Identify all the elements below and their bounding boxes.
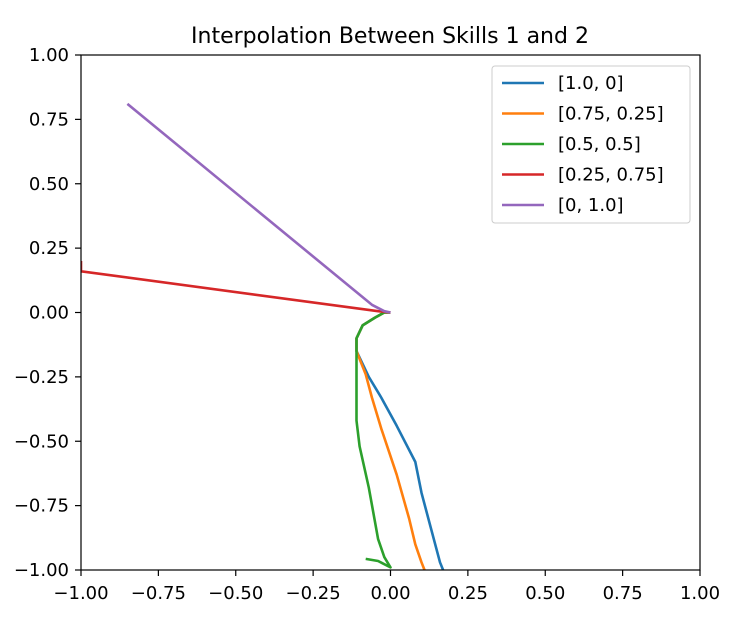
series-line-4 bbox=[126, 102, 391, 314]
legend-label: [0.5, 0.5] bbox=[558, 134, 641, 155]
y-tick-label: −1.00 bbox=[14, 560, 69, 581]
x-tick-label: 0.25 bbox=[448, 583, 488, 604]
y-tick-label: 0.75 bbox=[29, 109, 69, 130]
y-tick-label: 0.00 bbox=[29, 303, 69, 324]
legend-label: [0.75, 0.25] bbox=[558, 104, 664, 125]
chart-title: Interpolation Between Skills 1 and 2 bbox=[191, 24, 589, 49]
series-lines bbox=[81, 102, 445, 570]
x-axis: −1.00 −0.75 −0.50 −0.25 0.00 0.25 0.50 0.75 1.00 bbox=[53, 570, 720, 604]
series-line-0 bbox=[355, 311, 445, 570]
x-tick-label: 0.50 bbox=[525, 583, 565, 604]
y-tick-label: 1.00 bbox=[29, 45, 69, 66]
series-line-2 bbox=[355, 311, 392, 569]
legend-label: [1.0, 0] bbox=[558, 73, 624, 94]
series-line-1 bbox=[355, 311, 426, 570]
x-tick-label: −0.25 bbox=[286, 583, 341, 604]
y-tick-label: −0.75 bbox=[14, 496, 69, 517]
y-tick-label: 0.50 bbox=[29, 174, 69, 195]
x-tick-label: 0.75 bbox=[603, 583, 643, 604]
legend-box bbox=[491, 65, 691, 224]
x-tick-label: −0.50 bbox=[208, 583, 263, 604]
legend: [1.0, 0] [0.75, 0.25] [0.5, 0.5] [0.25, 0.7… bbox=[491, 65, 691, 224]
x-tick-label: 0.00 bbox=[370, 583, 410, 604]
x-tick-label: 1.00 bbox=[680, 583, 720, 604]
series-line-3 bbox=[81, 261, 391, 314]
y-axis: −1.00 −0.75 −0.50 −0.25 0.00 0.25 0.50 0.75 1.00 bbox=[14, 45, 81, 581]
y-tick-label: −0.25 bbox=[14, 367, 69, 388]
y-tick-label: −0.50 bbox=[14, 431, 69, 452]
legend-label: [0, 1.0] bbox=[558, 195, 624, 216]
y-tick-label: 0.25 bbox=[29, 238, 69, 259]
x-tick-label: −0.75 bbox=[131, 583, 186, 604]
legend-label: [0.25, 0.75] bbox=[558, 165, 664, 186]
x-tick-label: −1.00 bbox=[53, 583, 108, 604]
